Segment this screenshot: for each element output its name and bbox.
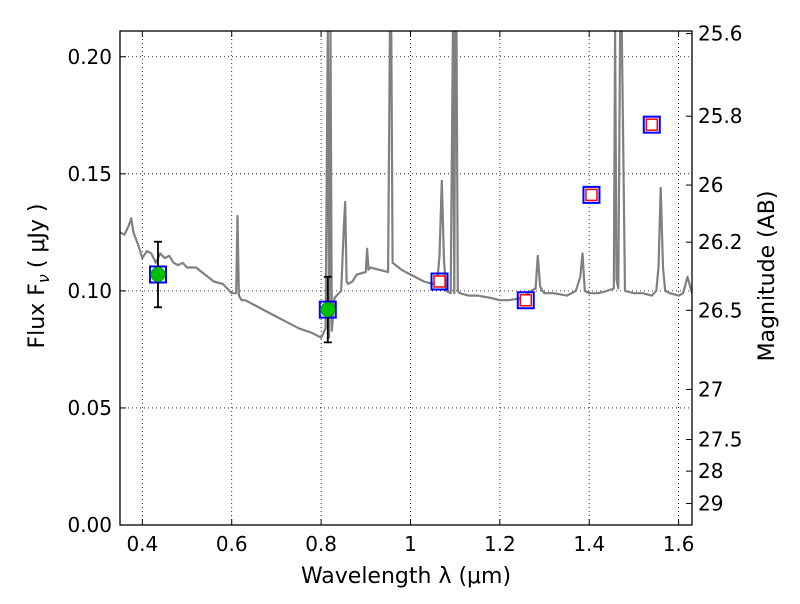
axes: 0.4 0.6 0.8 1 1.2 1.4 1.6 0.00 0.05 0.10 0.15 0.20 2… (67, 22, 742, 556)
right-tick-label: 25.6 (698, 22, 743, 46)
x-tick-label: 0.4 (126, 532, 158, 556)
y-axis-label-units: ( μJy ) (25, 204, 50, 269)
right-tick-label: 26.2 (698, 230, 743, 254)
y-axis-label: Flux Fν ( μJy ) (25, 204, 53, 349)
observed-flux-point (320, 302, 336, 318)
x-tick-label: 0.8 (305, 532, 337, 556)
model-photometry-point (642, 115, 661, 134)
x-axis-label: Wavelength λ (μm) (301, 564, 511, 589)
right-tick-label: 26 (698, 173, 723, 197)
model-photometry-point (582, 185, 601, 204)
upper-limit-point (519, 293, 533, 307)
right-tick-label: 29 (698, 491, 723, 515)
y-axis-label-main: Flux F (25, 283, 50, 348)
model-spectrum-line (120, 31, 692, 339)
plot-area (120, 31, 692, 344)
upper-limit-point (645, 118, 659, 131)
model-photometry-point (430, 272, 449, 291)
right-tick-label: 27.5 (698, 428, 743, 452)
upper-limit-point (433, 275, 446, 288)
x-tick-label: 1 (404, 532, 417, 556)
x-tick-label: 0.6 (216, 532, 248, 556)
y-tick-label: 0.20 (67, 45, 112, 69)
right-tick-label: 25.8 (698, 104, 743, 128)
observed-flux-point (150, 266, 166, 282)
right-tick-label: 28 (698, 459, 723, 483)
model-photometry-point (516, 291, 535, 310)
right-axis-label: Magnitude (AB) (755, 191, 780, 362)
right-tick-label: 26.5 (698, 298, 743, 322)
y-axis-label-sub: ν (34, 274, 53, 283)
y-tick-label: 0.00 (67, 513, 112, 537)
x-tick-label: 1.2 (484, 532, 516, 556)
y-tick-label: 0.15 (67, 162, 112, 186)
y-tick-label: 0.05 (67, 396, 112, 420)
x-tick-label: 1.4 (573, 532, 605, 556)
x-tick-label: 1.6 (663, 532, 695, 556)
upper-limit-point (585, 188, 598, 202)
plot-frame (119, 30, 693, 526)
grid-lines (120, 31, 692, 526)
right-tick-label: 27 (698, 377, 723, 401)
y-tick-label: 0.10 (67, 279, 112, 303)
